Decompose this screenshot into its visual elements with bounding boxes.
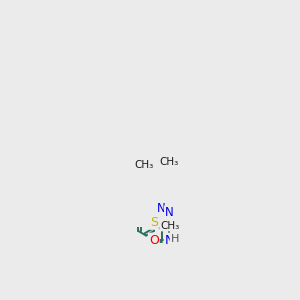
Text: CH₃: CH₃ <box>160 220 179 230</box>
Text: N: N <box>165 206 174 219</box>
Text: CH₃: CH₃ <box>160 157 179 167</box>
Text: S: S <box>150 216 158 229</box>
Text: O: O <box>149 234 159 247</box>
Text: N: N <box>165 234 174 247</box>
Text: H: H <box>171 234 179 244</box>
Text: CH₃: CH₃ <box>134 160 154 170</box>
Text: N: N <box>157 202 166 215</box>
